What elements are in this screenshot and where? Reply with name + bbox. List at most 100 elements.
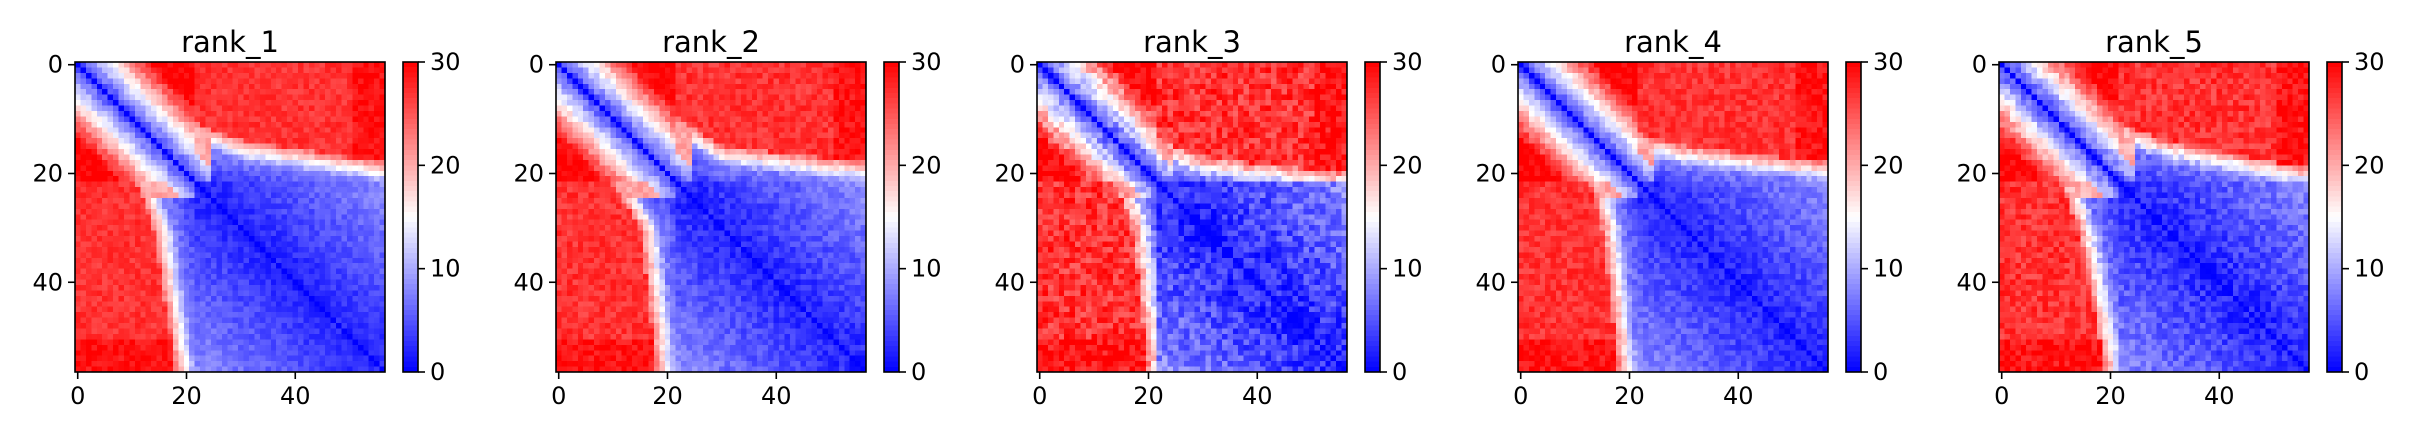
heatmap-cell	[319, 246, 326, 253]
heatmap-cell	[194, 355, 201, 362]
heatmap-cell	[664, 170, 671, 177]
heatmap-cell	[254, 339, 261, 346]
heatmap-cell	[325, 62, 332, 68]
heatmap-cell	[151, 100, 157, 106]
heatmap-cell	[276, 312, 283, 319]
heatmap-cell	[134, 323, 141, 329]
heatmap-cell	[102, 361, 109, 367]
heatmap-cell	[123, 110, 130, 117]
heatmap-cell	[346, 328, 353, 335]
heatmap-cell	[129, 78, 136, 85]
heatmap-cell	[577, 159, 584, 166]
heatmap-cell	[768, 154, 774, 161]
heatmap-cell	[556, 149, 562, 155]
heatmap-cell	[178, 110, 185, 117]
heatmap-cell	[205, 361, 212, 367]
heatmap-cell	[336, 89, 342, 96]
heatmap-cell	[374, 317, 380, 324]
heatmap-cell	[844, 78, 851, 85]
heatmap-cell	[249, 333, 255, 340]
heatmap-cell	[303, 143, 310, 150]
heatmap-cell	[730, 105, 736, 112]
heatmap-cell	[254, 154, 261, 161]
heatmap-cell	[297, 219, 304, 226]
heatmap-cell	[664, 165, 671, 172]
heatmap-cell	[129, 208, 136, 215]
heatmap-cell	[265, 116, 272, 123]
heatmap-cell	[167, 241, 174, 248]
heatmap-cell	[118, 230, 125, 237]
heatmap-cell	[265, 317, 272, 324]
heatmap-cell	[319, 121, 326, 128]
heatmap-cell	[210, 72, 217, 79]
heatmap-cell	[626, 143, 633, 150]
heatmap-cell	[594, 127, 600, 134]
heatmap-cell	[352, 116, 359, 123]
heatmap-cell	[162, 78, 168, 85]
heatmap-cell	[113, 339, 119, 346]
colorbar-segment	[403, 304, 418, 311]
heatmap-cell	[697, 89, 704, 96]
heatmap-cell	[708, 187, 715, 193]
heatmap-cell	[194, 89, 201, 96]
heatmap-cell	[287, 333, 293, 340]
heatmap-cell	[588, 94, 595, 101]
heatmap-cell	[297, 110, 304, 117]
heatmap-cell	[740, 138, 747, 144]
heatmap-cell	[314, 187, 321, 193]
heatmap-cell	[85, 67, 92, 74]
heatmap-cell	[697, 62, 704, 68]
heatmap-cell	[325, 323, 332, 329]
heatmap-cell	[746, 83, 753, 90]
heatmap-cell	[194, 170, 201, 177]
heatmap-cell	[178, 317, 185, 324]
heatmap-cell	[561, 132, 568, 139]
heatmap-cell	[129, 295, 136, 302]
heatmap-cell	[308, 263, 315, 270]
heatmap-cell	[140, 306, 147, 313]
heatmap-cell	[134, 192, 141, 199]
heatmap-cell	[363, 350, 370, 357]
heatmap-cell	[265, 149, 272, 155]
heatmap-cell	[270, 170, 277, 177]
heatmap-cell	[330, 67, 337, 74]
heatmap-cell	[583, 83, 590, 90]
heatmap-cell	[643, 159, 649, 166]
heatmap-cell	[129, 246, 136, 253]
heatmap-cell	[140, 295, 147, 302]
heatmap-cell	[330, 94, 337, 101]
heatmap-cell	[145, 241, 152, 248]
heatmap-cell	[621, 100, 628, 106]
colorbar-segment	[403, 149, 418, 156]
heatmap-cell	[610, 187, 617, 193]
heatmap-cell	[599, 181, 606, 188]
heatmap-cell	[162, 361, 168, 367]
heatmap-cell	[259, 246, 266, 253]
heatmap-cell	[140, 214, 147, 221]
heatmap-cell	[162, 121, 168, 128]
heatmap-cell	[259, 138, 266, 144]
heatmap-cell	[860, 165, 867, 172]
heatmap-cell	[91, 252, 98, 259]
heatmap-cell	[292, 67, 299, 74]
heatmap-cell	[151, 301, 157, 308]
heatmap-cell	[325, 143, 332, 150]
heatmap-cell	[129, 323, 136, 329]
heatmap-cell	[795, 62, 802, 68]
heatmap-cell	[379, 257, 386, 264]
heatmap-cell	[200, 67, 206, 74]
heatmap-cell	[303, 110, 310, 117]
heatmap-cell	[702, 78, 709, 85]
heatmap-cell	[221, 187, 228, 193]
heatmap-cell	[210, 116, 217, 123]
heatmap-cell	[156, 127, 163, 134]
heatmap-cell	[232, 355, 239, 362]
heatmap-cell	[107, 257, 114, 264]
heatmap-cell	[561, 127, 568, 134]
heatmap-cell	[588, 159, 595, 166]
heatmap-cell	[265, 143, 272, 150]
heatmap-cell	[833, 67, 840, 74]
heatmap-cell	[314, 361, 321, 367]
heatmap-cell	[610, 89, 617, 96]
heatmap-cell	[227, 361, 234, 367]
